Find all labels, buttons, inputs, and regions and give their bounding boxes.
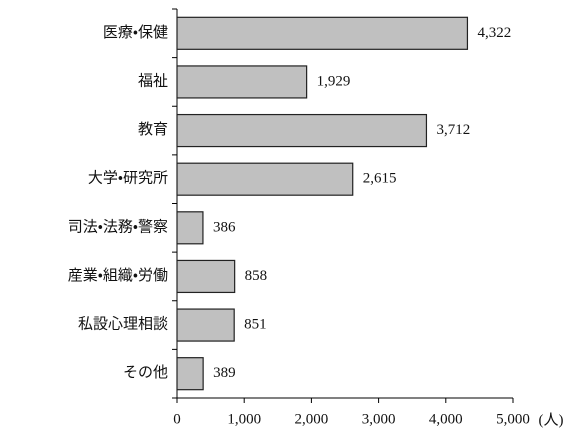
- x-tick-label: 3,000: [362, 411, 396, 427]
- y-tick-label: 司法・法務・警察: [68, 218, 168, 235]
- y-tick-label: 教育: [138, 121, 168, 138]
- value-label: 3,712: [436, 122, 470, 138]
- x-tick-label: 0: [173, 411, 181, 427]
- y-tick-label: 私設心理相談: [78, 316, 168, 333]
- x-tick-label: 2,000: [295, 411, 329, 427]
- value-label: 851: [244, 317, 267, 333]
- x-tick-label: 1,000: [227, 411, 261, 427]
- bar: [176, 16, 469, 50]
- y-tick-label: 福祉: [138, 72, 168, 89]
- y-tick-label: その他: [123, 364, 168, 381]
- bar: [176, 308, 235, 342]
- y-tick-label: 医療・保健: [103, 24, 168, 41]
- value-label: 386: [213, 219, 236, 235]
- y-tick-label: 産業・組織・労働: [68, 267, 168, 284]
- bar: [176, 65, 308, 99]
- x-axis-label: (人): [539, 412, 564, 428]
- bar: [176, 357, 204, 391]
- value-label: 858: [245, 268, 268, 284]
- bar: [176, 113, 428, 148]
- bar: [176, 259, 236, 294]
- x-tick-label: 5,000: [496, 411, 530, 427]
- value-label: 4,322: [477, 25, 511, 41]
- bar: [176, 211, 204, 245]
- value-label: 1,929: [317, 73, 351, 89]
- y-tick-label: 大学・研究所: [88, 170, 168, 187]
- value-label: 2,615: [363, 171, 397, 187]
- value-label: 389: [213, 365, 236, 381]
- x-tick-label: 4,000: [429, 411, 463, 427]
- bar: [176, 162, 354, 196]
